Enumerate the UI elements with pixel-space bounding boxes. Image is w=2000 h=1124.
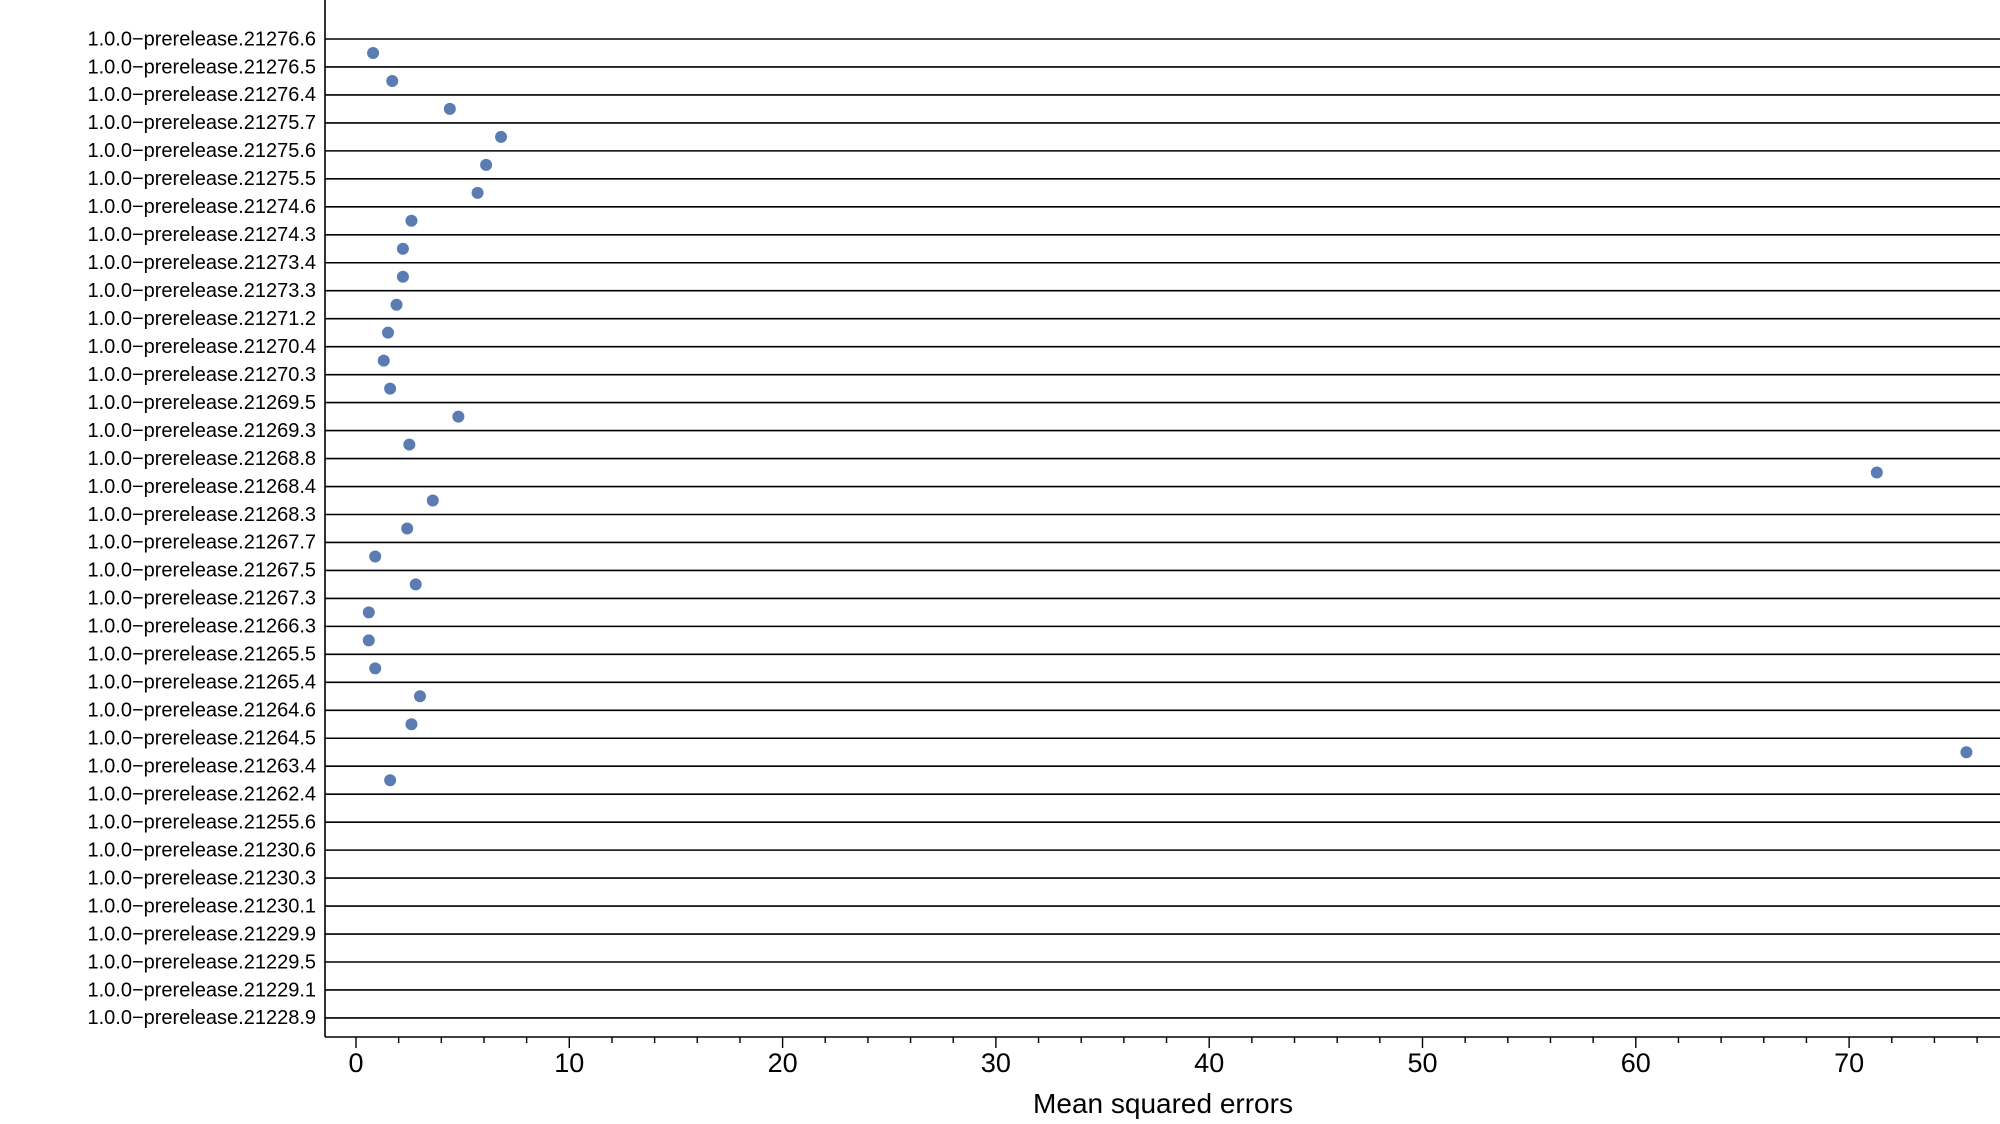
x-tick-label: 50 — [1407, 1048, 1437, 1078]
category-label: 1.0.0−prerelease.21271.2 — [87, 308, 316, 330]
category-label: 1.0.0−prerelease.21267.7 — [87, 532, 316, 554]
data-point — [403, 438, 416, 451]
data-point — [1960, 746, 1973, 759]
data-point — [396, 270, 409, 283]
x-tick-label: 10 — [554, 1048, 584, 1078]
category-label: 1.0.0−prerelease.21268.8 — [87, 448, 316, 470]
category-label: 1.0.0−prerelease.21275.7 — [87, 112, 316, 134]
data-point — [381, 326, 394, 339]
category-label: 1.0.0−prerelease.21264.5 — [87, 728, 316, 750]
x-tick-label: 70 — [1834, 1048, 1864, 1078]
data-point — [480, 158, 493, 171]
category-label: 1.0.0−prerelease.21228.9 — [87, 1007, 316, 1029]
category-label: 1.0.0−prerelease.21255.6 — [87, 811, 316, 833]
category-label: 1.0.0−prerelease.21276.6 — [87, 28, 316, 50]
category-label: 1.0.0−prerelease.21268.4 — [87, 476, 316, 498]
data-point — [369, 662, 382, 675]
data-point — [362, 606, 375, 619]
data-point — [377, 354, 390, 367]
category-label: 1.0.0−prerelease.21263.4 — [87, 756, 316, 778]
category-label: 1.0.0−prerelease.21265.4 — [87, 672, 316, 694]
category-label: 1.0.0−prerelease.21276.5 — [87, 56, 316, 78]
data-point — [495, 130, 508, 143]
category-label: 1.0.0−prerelease.21274.6 — [87, 196, 316, 218]
data-point — [384, 774, 397, 787]
category-label: 1.0.0−prerelease.21229.5 — [87, 951, 316, 973]
category-label: 1.0.0−prerelease.21262.4 — [87, 783, 316, 805]
category-label: 1.0.0−prerelease.21270.4 — [87, 336, 316, 358]
data-point — [367, 46, 380, 59]
data-point — [362, 634, 375, 647]
data-point — [443, 102, 456, 115]
data-points — [362, 46, 1973, 787]
x-axis: 0 10 20 30 40 50 60 70 — [325, 1036, 2000, 1078]
x-tick-label: 20 — [768, 1048, 798, 1078]
category-label: 1.0.0−prerelease.21276.4 — [87, 84, 316, 106]
data-point — [471, 186, 484, 199]
category-label: 1.0.0−prerelease.21273.4 — [87, 252, 316, 274]
category-label: 1.0.0−prerelease.21229.1 — [87, 979, 316, 1001]
data-point — [452, 410, 465, 423]
category-label: 1.0.0−prerelease.21229.9 — [87, 923, 316, 945]
x-tick-label: 60 — [1621, 1048, 1651, 1078]
data-point — [405, 214, 418, 227]
category-label: 1.0.0−prerelease.21264.6 — [87, 700, 316, 722]
category-label: 1.0.0−prerelease.21230.3 — [87, 867, 316, 889]
data-point — [396, 242, 409, 255]
data-point — [413, 690, 426, 703]
category-label: 1.0.0−prerelease.21273.3 — [87, 280, 316, 302]
category-label: 1.0.0−prerelease.21266.3 — [87, 616, 316, 638]
category-label: 1.0.0−prerelease.21274.3 — [87, 224, 316, 246]
data-point — [386, 74, 399, 87]
data-point — [1870, 466, 1883, 479]
category-rows: 1.0.0−prerelease.21276.6 1.0.0−prerelease… — [87, 0, 2000, 1037]
category-label: 1.0.0−prerelease.21268.3 — [87, 504, 316, 526]
data-point — [384, 382, 397, 395]
category-label: 1.0.0−prerelease.21267.5 — [87, 560, 316, 582]
data-point — [369, 550, 382, 563]
x-tick-label: 40 — [1194, 1048, 1224, 1078]
data-point — [390, 298, 403, 311]
category-label: 1.0.0−prerelease.21267.3 — [87, 588, 316, 610]
data-point — [405, 718, 418, 731]
category-label: 1.0.0−prerelease.21270.3 — [87, 364, 316, 386]
category-label: 1.0.0−prerelease.21275.6 — [87, 140, 316, 162]
category-label: 1.0.0−prerelease.21265.5 — [87, 644, 316, 666]
data-point — [409, 578, 422, 591]
x-tick-label: 0 — [348, 1048, 363, 1078]
category-label: 1.0.0−prerelease.21269.3 — [87, 420, 316, 442]
category-label: 1.0.0−prerelease.21230.1 — [87, 895, 316, 917]
data-point — [426, 494, 439, 507]
category-label: 1.0.0−prerelease.21275.5 — [87, 168, 316, 190]
data-point — [401, 522, 414, 535]
x-axis-title: Mean squared errors — [1033, 1088, 1293, 1119]
category-label: 1.0.0−prerelease.21269.5 — [87, 392, 316, 414]
x-tick-label: 30 — [981, 1048, 1011, 1078]
category-label: 1.0.0−prerelease.21230.6 — [87, 839, 316, 861]
